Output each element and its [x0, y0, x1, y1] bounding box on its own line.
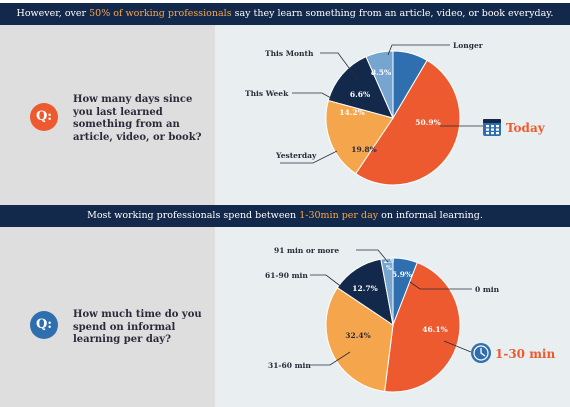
pie-slice — [327, 56, 394, 119]
leader-line — [292, 92, 341, 104]
middle-banner-text-end: on informal learning. — [378, 210, 483, 221]
slice-value-label: 32.4% — [345, 331, 370, 340]
leader-line — [443, 340, 472, 353]
pie-chart-minutes: 5.9% 46.1% 32.4% 12.7% 2.9% — [325, 257, 461, 393]
slice-value-label: 12.7% — [352, 284, 377, 293]
question-badge-2: Q: — [30, 311, 58, 339]
leader-line — [409, 281, 472, 290]
middle-banner-text: Most working professionals spend between — [87, 210, 300, 221]
question-2-line: learning per day? — [73, 334, 171, 345]
slice-value-label: 46.1% — [422, 325, 447, 334]
pie-slice — [325, 286, 394, 393]
top-banner-highlight: 50% of working professionals — [89, 8, 232, 19]
slice-value-label: 6.6% — [350, 90, 370, 99]
pie-slice — [325, 99, 394, 175]
slice-category-label: Longer — [453, 41, 484, 50]
clock-icon — [471, 343, 491, 363]
slice-category-label: 91 min or more — [274, 246, 339, 255]
pie-slice — [380, 257, 394, 326]
question-2-line: spend on informal — [73, 321, 176, 333]
question-badge-1: Q: — [30, 103, 58, 131]
question-1-line: How many days since — [73, 94, 193, 105]
leader-line — [320, 52, 359, 81]
slice-value-label: 14.2% — [339, 108, 364, 117]
question-text-2: How much time do you spend on informal l… — [73, 309, 202, 347]
minutes-callout-label: 1-30 min — [495, 347, 555, 361]
today-callout-label: Today — [506, 121, 546, 135]
top-banner: However, over 50% of working professiona… — [0, 3, 570, 25]
leader-line — [387, 44, 450, 56]
middle-banner-highlight: 1-30min per day — [299, 210, 379, 221]
slice-value-label: 19.8% — [351, 145, 376, 154]
slice-category-label: This Month — [265, 49, 314, 58]
slice-value-label: 8.5% — [371, 68, 391, 77]
slice-category-label: 31-60 min — [268, 361, 311, 370]
pie-chart-days: 8.5% 50.9% 19.8% 14.2% 6.6% — [325, 50, 461, 186]
chart-annotations: Longer This Month This Week Yesterday Today 9… — [245, 41, 555, 370]
calendar-icon — [483, 119, 501, 136]
question-2-line: How much time do you — [73, 309, 202, 320]
slice-category-label: Yesterday — [275, 151, 317, 160]
pie-slice — [384, 261, 461, 393]
leader-line — [310, 351, 351, 366]
question-1-line: article, video, or book? — [73, 131, 202, 143]
slice-category-label: 61-90 min — [265, 271, 308, 280]
leader-line — [310, 274, 344, 289]
slice-value-label: 50.9% — [415, 118, 440, 127]
top-banner-text: However, over — [16, 8, 90, 19]
slice-category-label: 0 min — [475, 285, 500, 294]
top-banner-text-end: say they learn something from an article… — [231, 8, 554, 19]
question-1-line: something from an — [73, 119, 180, 130]
pie-slice — [354, 59, 461, 186]
question-1-line: you last learned — [73, 106, 163, 118]
leader-line — [280, 150, 338, 164]
pie-slice — [365, 50, 394, 119]
slice-value-label: 5.9% — [392, 270, 412, 279]
question-text-1: How many days since you last learned som… — [73, 94, 202, 144]
slice-category-label: This Week — [245, 89, 289, 98]
slice-value-label: 2.9% — [384, 258, 394, 272]
middle-banner: Most working professionals spend between… — [0, 205, 570, 227]
leader-line — [356, 249, 389, 263]
